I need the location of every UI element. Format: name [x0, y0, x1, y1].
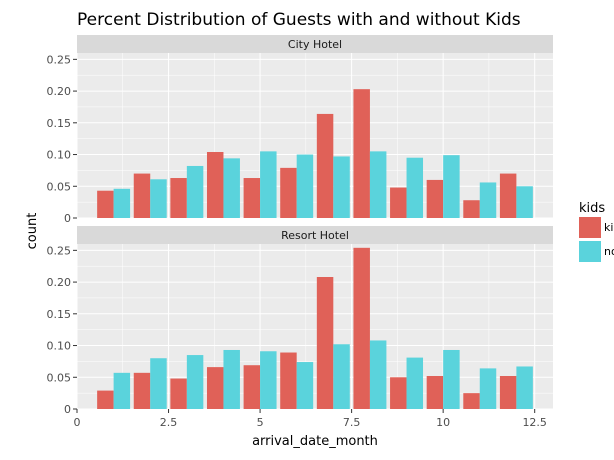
- bar-resort-hotel-kids-12: [499, 376, 517, 409]
- bar-city-hotel-no-kids-6: [296, 154, 314, 218]
- bar-resort-hotel-kids-4: [206, 367, 224, 409]
- strip-resort-hotel: [77, 226, 553, 244]
- x-axis: 0 2.5 5 7.5 10 12.5: [74, 409, 547, 429]
- bar-resort-hotel-no-kids-2: [150, 358, 167, 409]
- bar-city-hotel-no-kids-12: [516, 186, 533, 218]
- legend-label-kids: ki: [604, 221, 613, 234]
- y-tick-label: 0.15: [47, 117, 72, 130]
- chart-title: Percent Distribution of Guests with and …: [77, 10, 521, 30]
- legend: kids ki no: [579, 201, 614, 262]
- bar-city-hotel-no-kids-1: [113, 188, 131, 218]
- x-tick-label: 2.5: [160, 416, 178, 429]
- strip-label-city-hotel: City Hotel: [288, 38, 342, 51]
- bar-city-hotel-kids-12: [499, 173, 517, 218]
- bar-resort-hotel-no-kids-11: [479, 368, 497, 409]
- bar-resort-hotel-kids-10: [426, 376, 444, 409]
- y-tick-label: 0: [64, 403, 71, 416]
- y-tick-label: 0.25: [47, 53, 72, 66]
- y-axis-resort-hotel: 0 0.05 0.10 0.15 0.20 0.25: [47, 244, 77, 416]
- bar-resort-hotel-no-kids-10: [443, 349, 460, 409]
- bar-resort-hotel-kids-3: [170, 378, 187, 409]
- bar-resort-hotel-no-kids-4: [223, 349, 240, 409]
- bar-resort-hotel-kids-1: [97, 390, 114, 409]
- bar-city-hotel-no-kids-8: [369, 151, 387, 218]
- bar-resort-hotel-no-kids-9: [406, 357, 424, 409]
- x-tick-label: 5: [257, 416, 264, 429]
- x-tick-label: 7.5: [343, 416, 361, 429]
- legend-swatch-kids: [579, 217, 601, 238]
- bar-city-hotel-kids-4: [206, 152, 224, 218]
- bar-city-hotel-kids-5: [243, 178, 261, 218]
- legend-swatch-no-kids: [579, 241, 601, 262]
- y-tick-label: 0.20: [47, 276, 72, 289]
- bars-resort-hotel: [97, 247, 533, 409]
- bars-city-hotel: [97, 89, 533, 218]
- y-tick-label: 0.10: [47, 340, 72, 353]
- bar-city-hotel-no-kids-9: [406, 157, 424, 218]
- bar-resort-hotel-no-kids-3: [186, 355, 204, 409]
- y-axis-city-hotel: 0 0.05 0.10 0.15 0.20 0.25: [47, 53, 77, 225]
- bar-resort-hotel-kids-9: [390, 377, 407, 409]
- y-tick-label: 0.05: [47, 371, 72, 384]
- bar-city-hotel-no-kids-3: [186, 165, 204, 218]
- bar-city-hotel-kids-10: [426, 179, 444, 218]
- bar-resort-hotel-no-kids-1: [113, 372, 131, 409]
- bar-city-hotel-no-kids-5: [260, 151, 277, 218]
- y-tick-label: 0.05: [47, 180, 72, 193]
- bar-resort-hotel-no-kids-8: [369, 340, 387, 409]
- bar-resort-hotel-kids-5: [243, 365, 261, 409]
- bar-resort-hotel-kids-2: [133, 372, 151, 409]
- bar-resort-hotel-no-kids-5: [260, 351, 277, 409]
- panel-resort-hotel: Resort Hotel 0 0.05 0.10 0.15 0.20 0.25: [47, 226, 553, 416]
- x-tick-label: 0: [74, 416, 81, 429]
- y-tick-label: 0.10: [47, 149, 72, 162]
- y-tick-label: 0.15: [47, 308, 72, 321]
- bar-resort-hotel-no-kids-12: [516, 366, 533, 409]
- y-tick-label: 0: [64, 212, 71, 225]
- bar-resort-hotel-no-kids-7: [333, 344, 350, 409]
- bar-city-hotel-no-kids-11: [479, 182, 497, 218]
- y-tick-label: 0.20: [47, 85, 72, 98]
- legend-label-no-kids: no: [604, 245, 614, 258]
- strip-city-hotel: [77, 35, 553, 53]
- x-tick-label: 12.5: [522, 416, 547, 429]
- x-tick-label: 10: [436, 416, 450, 429]
- bar-city-hotel-kids-9: [390, 187, 407, 218]
- bar-city-hotel-kids-8: [353, 89, 370, 218]
- bar-resort-hotel-kids-7: [316, 277, 334, 409]
- bar-resort-hotel-kids-11: [463, 393, 480, 409]
- strip-label-resort-hotel: Resort Hotel: [281, 229, 349, 242]
- bar-city-hotel-kids-1: [97, 190, 114, 218]
- bar-city-hotel-kids-3: [170, 178, 187, 218]
- bar-city-hotel-no-kids-2: [150, 179, 167, 218]
- x-axis-title: arrival_date_month: [252, 434, 378, 449]
- legend-title: kids: [579, 201, 605, 216]
- y-axis-title: count: [25, 213, 40, 250]
- bar-city-hotel-kids-6: [280, 167, 297, 218]
- bar-resort-hotel-no-kids-6: [296, 362, 314, 409]
- bar-city-hotel-kids-7: [316, 113, 334, 218]
- panel-city-hotel: City Hotel 0 0.05 0.10 0.15 0.20 0.25: [47, 35, 553, 225]
- bar-city-hotel-kids-2: [133, 173, 151, 218]
- bar-city-hotel-no-kids-4: [223, 158, 240, 218]
- bar-city-hotel-no-kids-7: [333, 156, 350, 218]
- y-tick-label: 0.25: [47, 244, 72, 257]
- bar-resort-hotel-kids-8: [353, 247, 370, 409]
- bar-city-hotel-kids-11: [463, 200, 480, 218]
- bar-resort-hotel-kids-6: [280, 352, 297, 409]
- bar-city-hotel-no-kids-10: [443, 155, 460, 218]
